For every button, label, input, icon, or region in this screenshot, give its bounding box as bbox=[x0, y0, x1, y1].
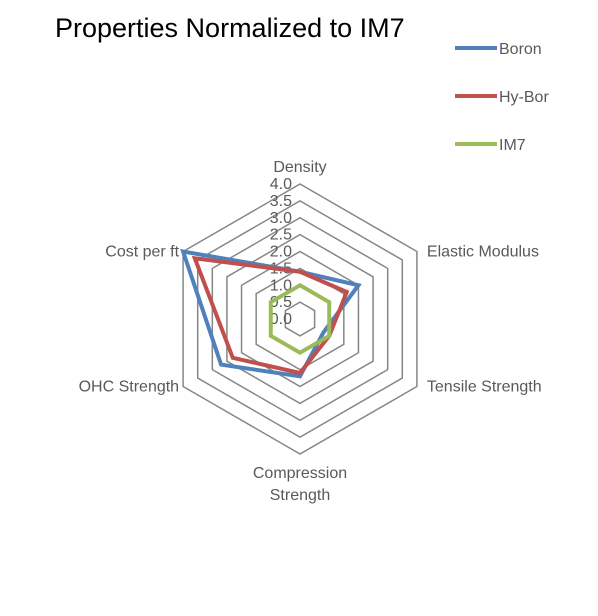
tick-label: 2.5 bbox=[270, 227, 292, 244]
series-im7 bbox=[268, 282, 332, 356]
tick-label: 3.5 bbox=[270, 193, 292, 210]
grid-ring bbox=[284, 301, 316, 337]
axis-label: Density bbox=[273, 159, 326, 176]
grid-ring bbox=[196, 200, 404, 438]
radar-tick-labels: 0.00.51.01.52.02.53.03.54.0 bbox=[270, 176, 292, 328]
tick-label: 3.0 bbox=[270, 210, 292, 227]
grid-ring bbox=[211, 216, 389, 422]
chart-title: Properties Normalized to IM7 bbox=[55, 13, 405, 43]
tick-label: 0.0 bbox=[270, 311, 292, 328]
series-hy-bor bbox=[191, 255, 350, 376]
radar-series bbox=[180, 248, 362, 379]
axis-label: Cost per ft bbox=[105, 244, 179, 261]
radar-axis-labels: Density Elastic Modulus Tensile Strength Co… bbox=[79, 159, 542, 504]
series-boron bbox=[180, 248, 362, 379]
grid-ring bbox=[255, 267, 345, 371]
grid-ring bbox=[226, 233, 374, 405]
legend-label: Hy-Bor bbox=[499, 89, 549, 106]
legend-label: IM7 bbox=[499, 137, 526, 154]
axis-label: OHC Strength bbox=[79, 379, 179, 396]
axis-label: Elastic Modulus bbox=[427, 244, 539, 261]
tick-label: 2.0 bbox=[270, 244, 292, 261]
axis-label: Compression Strength bbox=[253, 465, 347, 504]
legend: Boron Hy-Bor IM7 bbox=[455, 41, 549, 154]
tick-label: 4.0 bbox=[270, 176, 292, 193]
tick-label: 1.0 bbox=[270, 277, 292, 294]
legend-label: Boron bbox=[499, 41, 542, 58]
axis-label: Tensile Strength bbox=[427, 379, 542, 396]
